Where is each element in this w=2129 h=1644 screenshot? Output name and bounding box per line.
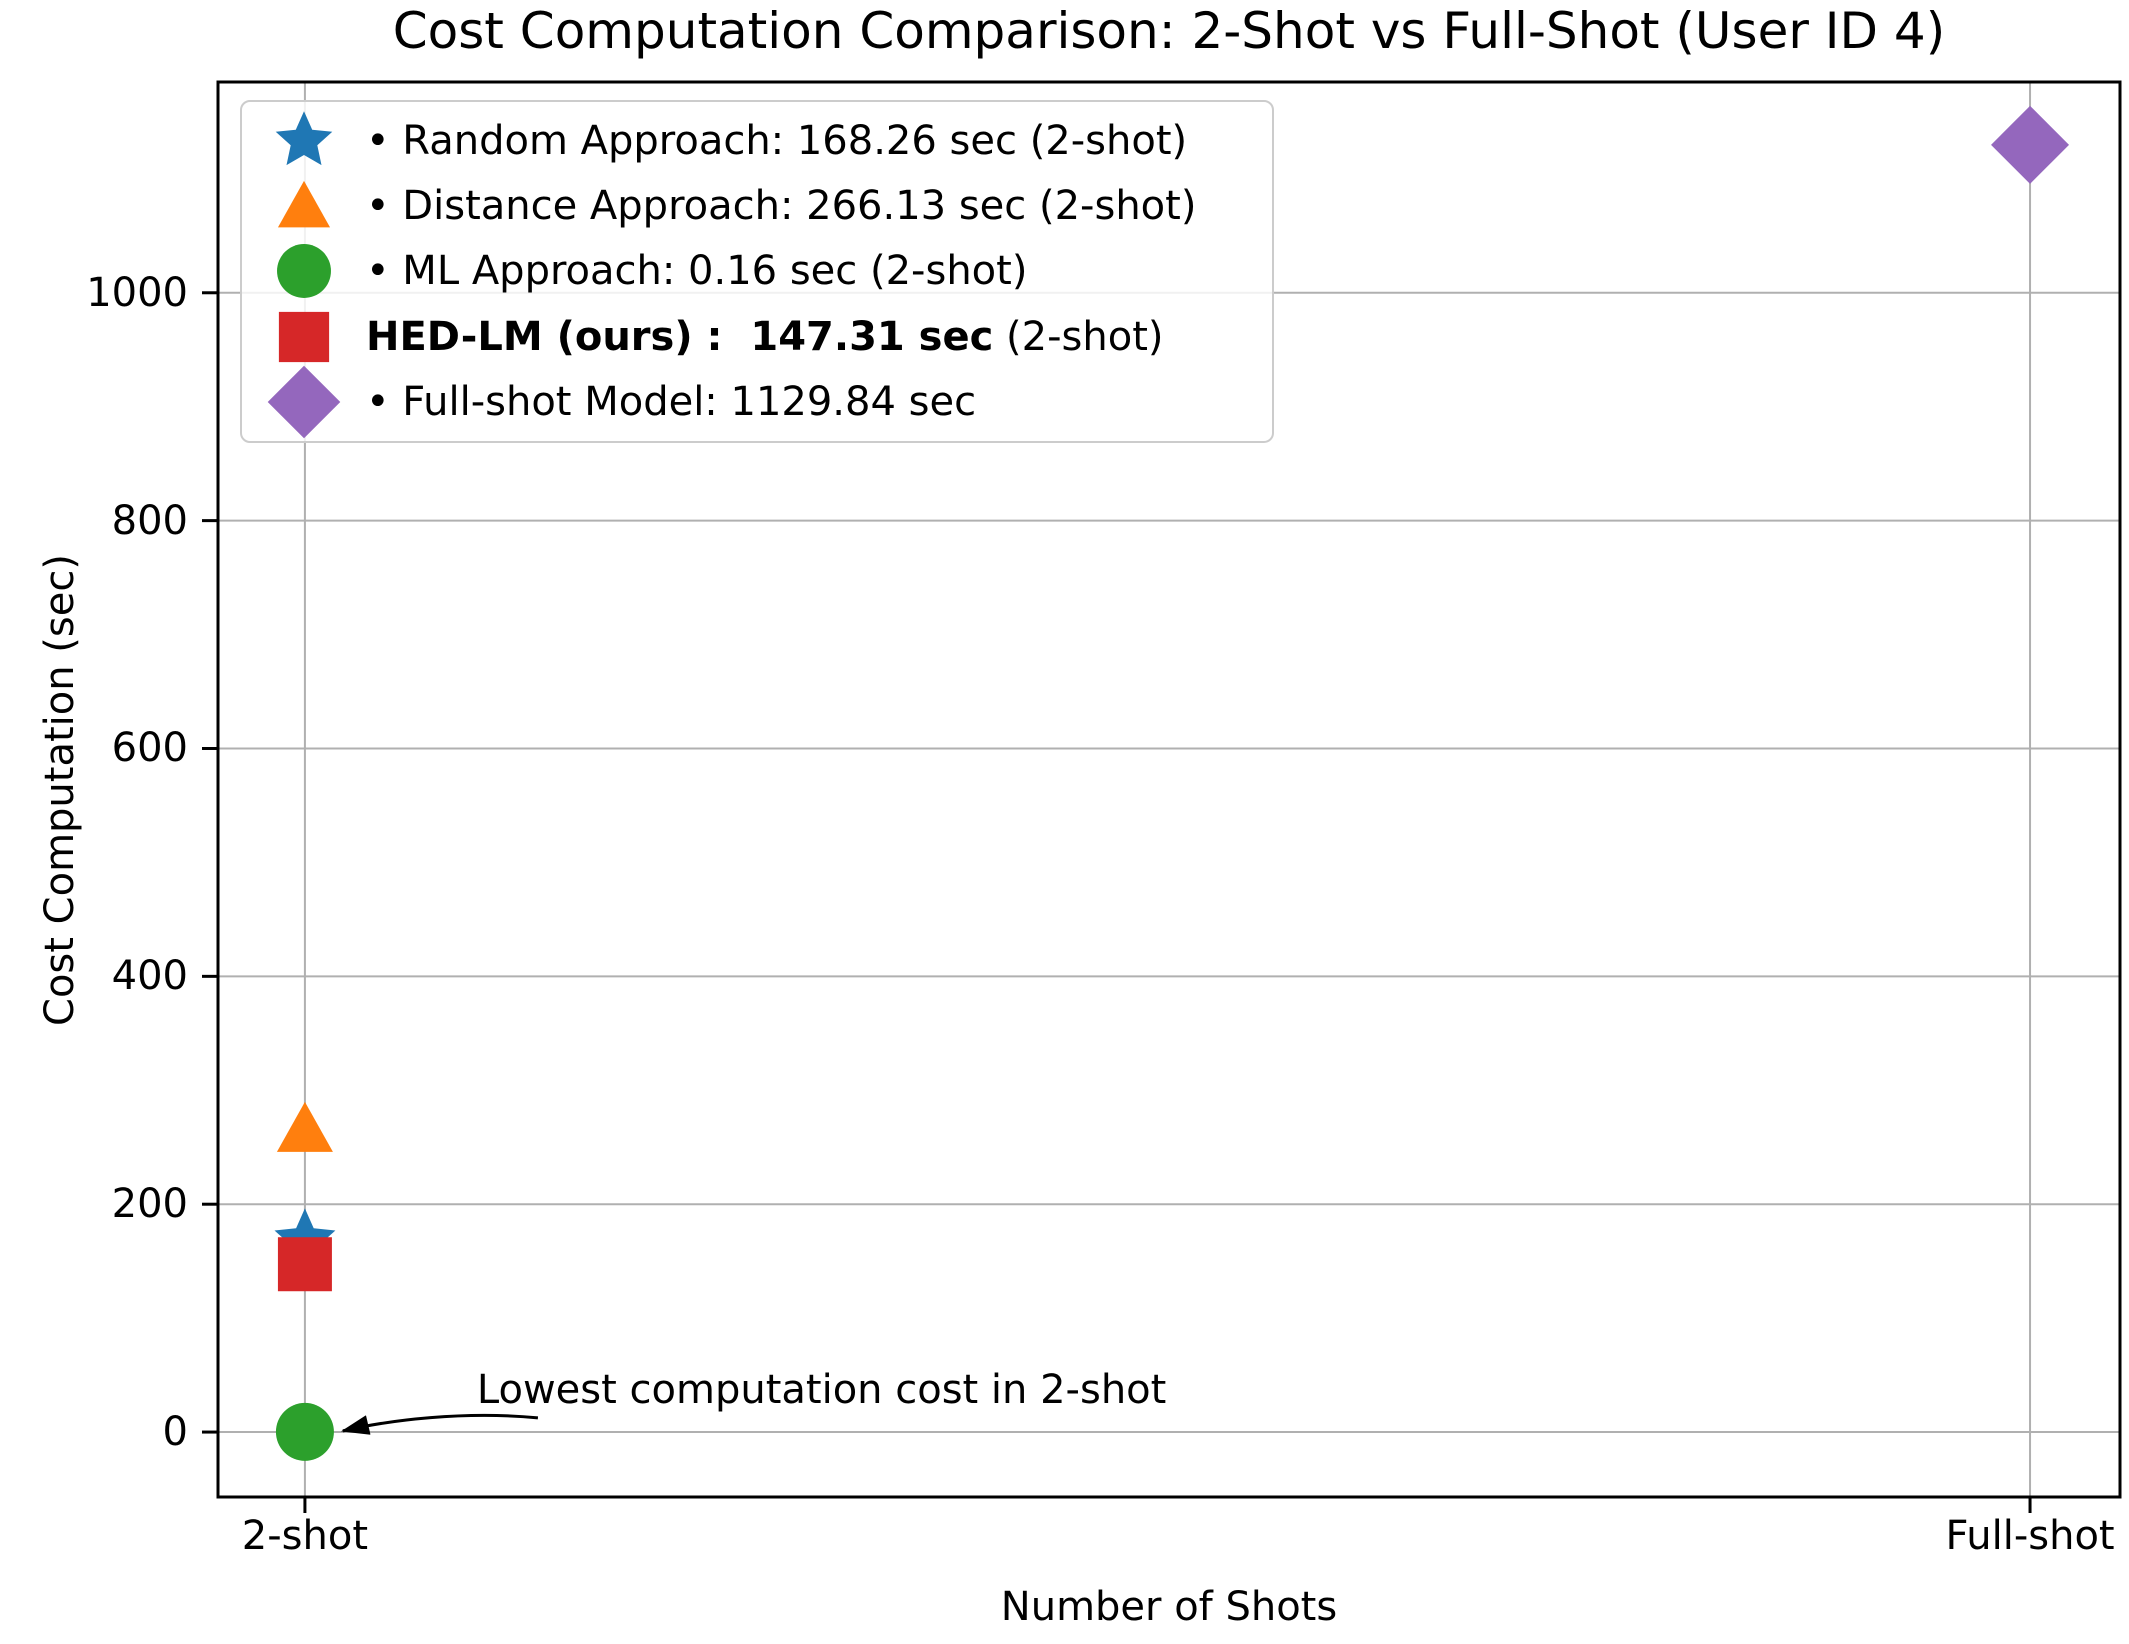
chart-title: Cost Computation Comparison: 2-Shot vs F… [392,2,1946,60]
annotation-text: Lowest computation cost in 2-shot [476,1366,1167,1413]
y-tick-label: 0 [162,1409,188,1456]
triangle-icon [277,180,331,228]
marker-diamond-full-shot-model [1991,105,2070,184]
y-tick-label: 1000 [86,269,188,316]
diamond-icon [267,365,341,439]
legend-diamond-glyph [267,365,341,439]
star-icon [275,110,333,165]
x-axis-label: Number of Shots [1000,1584,1338,1630]
y-tick-label: 200 [111,1181,188,1228]
legend-item-fullshot: • Full-shot Model: 1129.84 sec [242,365,1272,439]
legend: • Random Approach: 168.26 sec (2-shot) •… [240,100,1274,443]
x-tick-label: Full-shot [1945,1513,2115,1559]
legend-circle-glyph [277,244,331,299]
legend-item-random: • Random Approach: 168.26 sec (2-shot) [242,110,1272,172]
marker-square-hed-lm-ours- [277,1237,332,1292]
legend-label-hedlm: HED-LM (ours) : 147.31 sec [366,313,994,360]
legend-square-glyph [278,311,330,362]
legend-marker-cell [242,237,366,305]
legend-label-distance: • Distance Approach: 266.13 sec (2-shot) [366,183,1197,230]
axes-frame [216,80,2122,1499]
legend-marker-cell [242,107,366,175]
legend-marker-cell [242,303,366,371]
legend-item-text: • Random Approach: 168.26 sec (2-shot) [366,117,1187,165]
y-tick-label: 600 [111,725,188,772]
legend-item-text: • Full-shot Model: 1129.84 sec [366,378,976,426]
legend-marker-cell [242,172,366,240]
legend-label-hedlm-suffix: (2-shot) [993,313,1164,360]
marker-triangle-distance-approach [276,1101,333,1152]
legend-label-random: • Random Approach: 168.26 sec (2-shot) [366,117,1188,164]
marker-circle-ml-approach [275,1402,334,1461]
y-tick-label: 400 [111,953,188,1000]
legend-star-glyph [275,110,333,165]
legend-marker-cell [242,365,366,439]
legend-item-text: • Distance Approach: 266.13 sec (2-shot) [366,182,1196,230]
legend-item-hedlm: HED-LM (ours) : 147.31 sec (2-shot) [242,306,1272,368]
y-axis-label: Cost Computation (sec) [37,554,83,1026]
legend-item-distance: • Distance Approach: 266.13 sec (2-shot) [242,175,1272,237]
legend-item-text: HED-LM (ours) : 147.31 sec (2-shot) [366,313,1163,361]
legend-label-fullshot: • Full-shot Model: 1129.84 sec [366,379,977,426]
x-tick-label: 2-shot [241,1513,369,1559]
annotation-arrow [340,1413,539,1435]
legend-triangle-glyph [277,180,331,228]
legend-item-ml: • ML Approach: 0.16 sec (2-shot) [242,240,1272,302]
circle-icon [277,244,331,299]
square-icon [278,311,330,362]
y-tick-label: 800 [111,497,188,544]
legend-item-text: • ML Approach: 0.16 sec (2-shot) [366,247,1027,295]
legend-label-ml: • ML Approach: 0.16 sec (2-shot) [366,248,1028,295]
